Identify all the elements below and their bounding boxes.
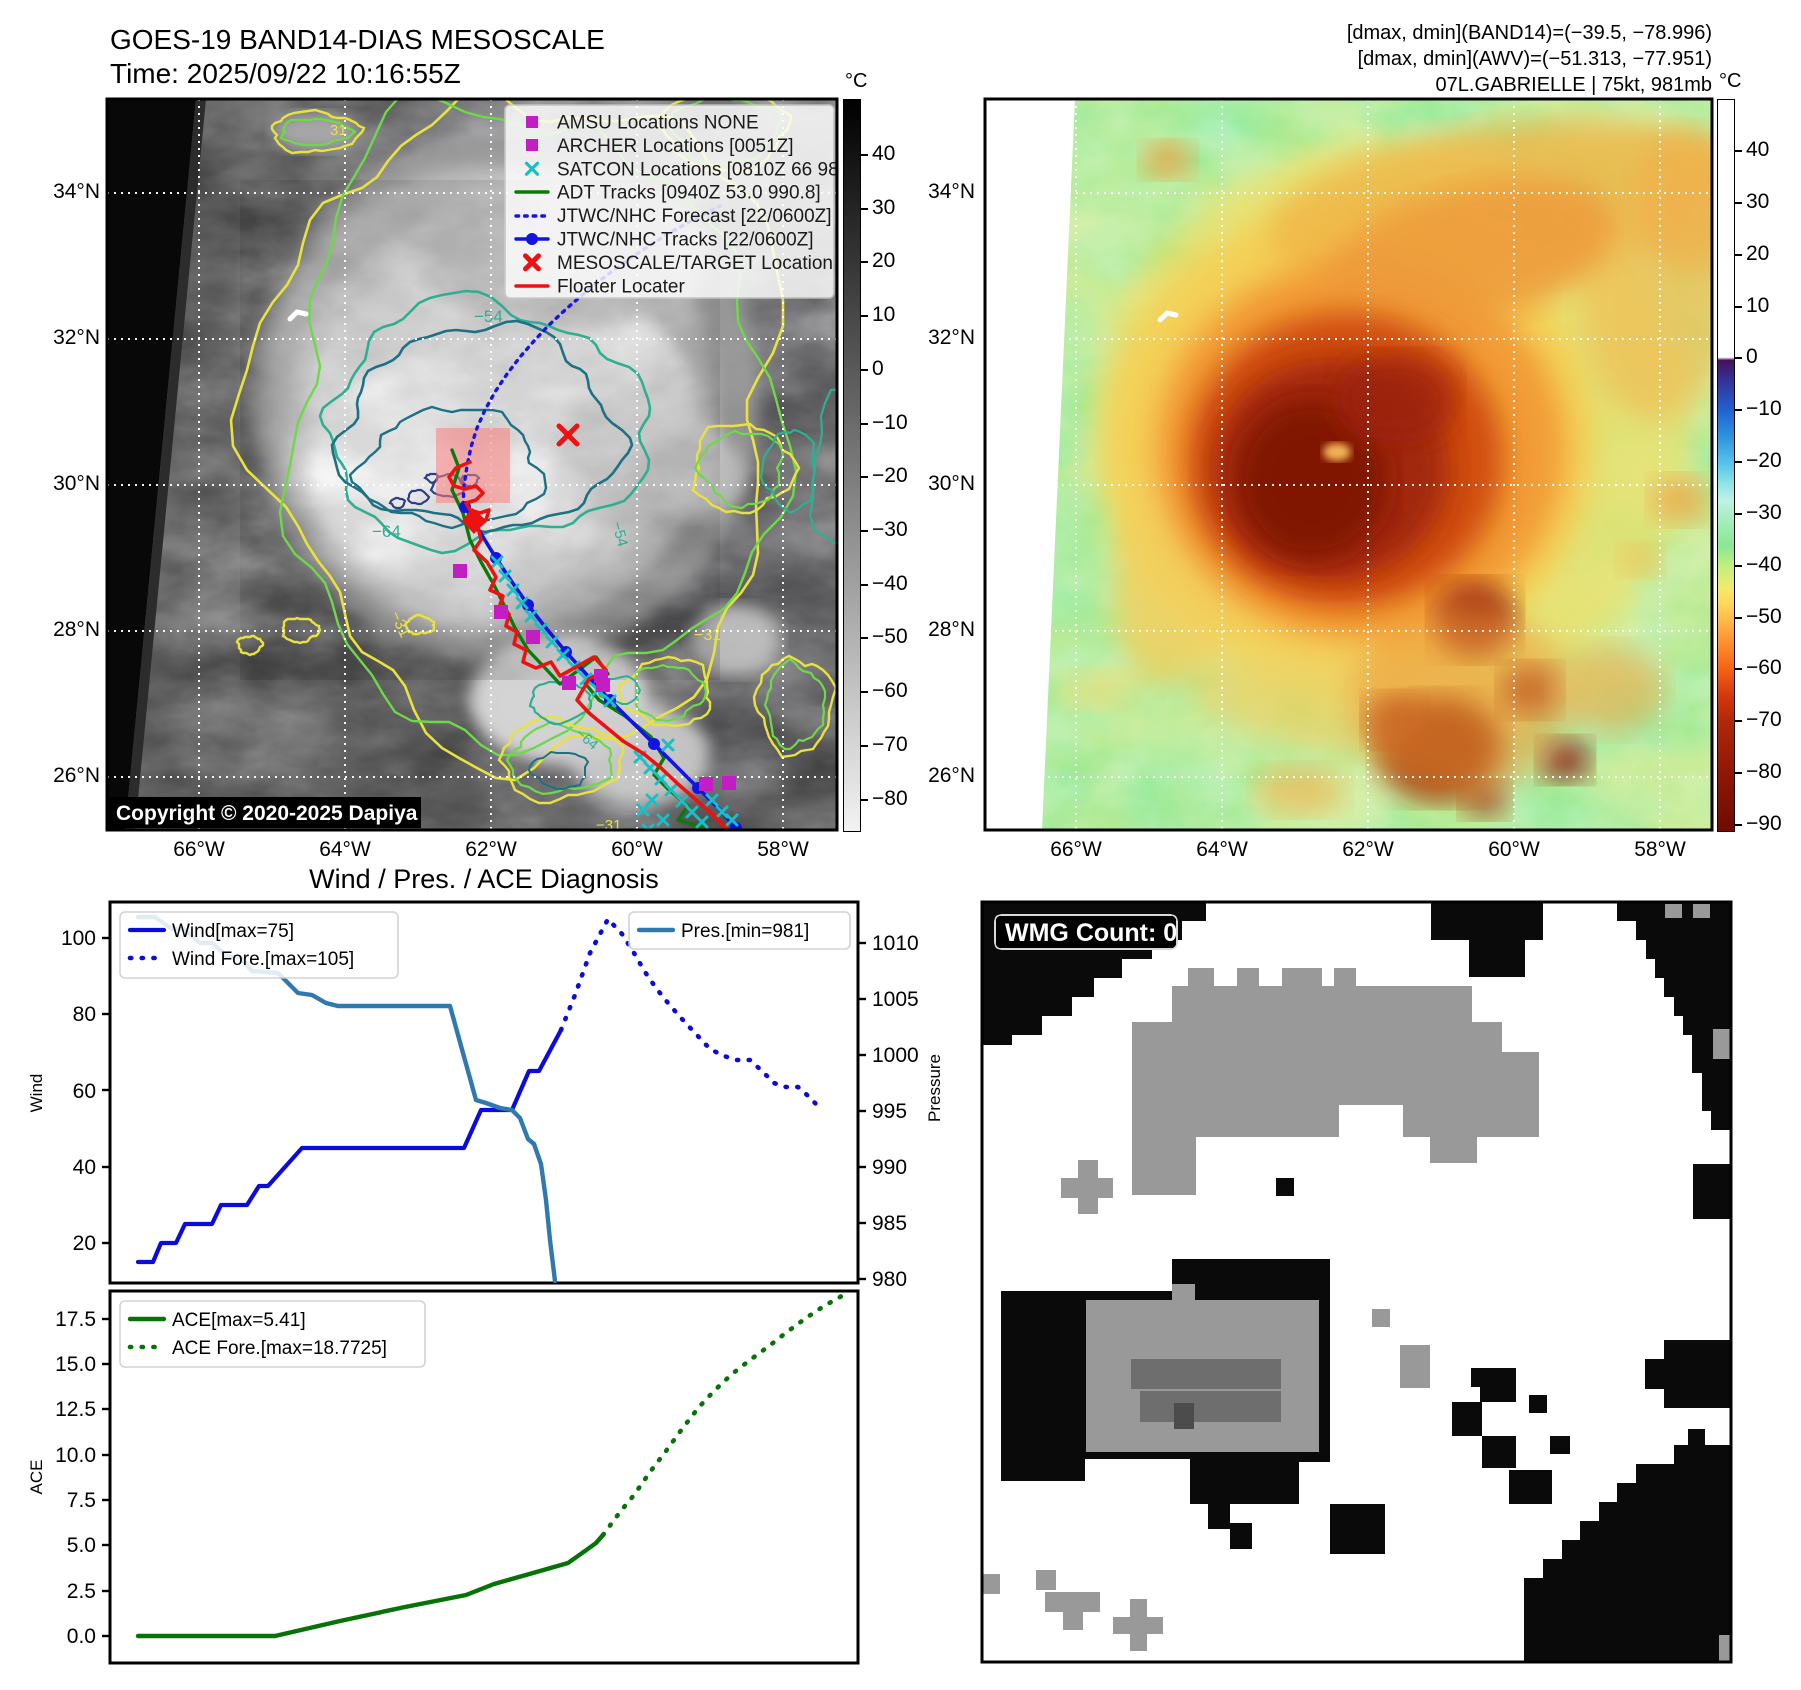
svg-text:−64: −64 xyxy=(372,522,401,541)
svg-text:Wind Fore.[max=105]: Wind Fore.[max=105] xyxy=(172,949,354,970)
svg-text:980: 980 xyxy=(872,1268,907,1291)
svg-text:−54: −54 xyxy=(474,307,503,326)
svg-text:−31: −31 xyxy=(694,627,721,644)
svg-text:WMG Count: 0: WMG Count: 0 xyxy=(1005,919,1177,947)
svg-text:Wind[max=75]: Wind[max=75] xyxy=(172,921,294,942)
svg-text:Pressure: Pressure xyxy=(925,1054,944,1122)
svg-text:SATCON Locations [0810Z 66 985: SATCON Locations [0810Z 66 985] xyxy=(557,159,854,180)
svg-text:ACE: ACE xyxy=(27,1460,46,1495)
svg-text:7.5: 7.5 xyxy=(67,1489,96,1512)
svg-text:100: 100 xyxy=(61,927,96,950)
svg-text:1005: 1005 xyxy=(872,988,919,1011)
svg-text:12.5: 12.5 xyxy=(55,1398,96,1421)
svg-text:985: 985 xyxy=(872,1212,907,1235)
svg-text:−54: −54 xyxy=(608,520,631,549)
svg-text:Wind: Wind xyxy=(27,1074,46,1113)
svg-text:31: 31 xyxy=(330,122,347,139)
svg-text:ADT Tracks [0940Z 53.0 990.8]: ADT Tracks [0940Z 53.0 990.8] xyxy=(557,183,821,204)
svg-text:Pres.[min=981]: Pres.[min=981] xyxy=(681,921,809,942)
svg-text:Floater Locater: Floater Locater xyxy=(557,276,685,297)
svg-text:15.0: 15.0 xyxy=(55,1353,96,1376)
svg-text:60: 60 xyxy=(73,1080,96,1103)
svg-text:AMSU Locations NONE: AMSU Locations NONE xyxy=(557,113,759,134)
svg-text:5.0: 5.0 xyxy=(67,1534,96,1557)
svg-text:ACE[max=5.41]: ACE[max=5.41] xyxy=(172,1310,306,1331)
svg-text:10.0: 10.0 xyxy=(55,1444,96,1467)
svg-text:ARCHER Locations [0051Z]: ARCHER Locations [0051Z] xyxy=(557,136,794,157)
svg-text:Copyright © 2020-2025 Dapiya: Copyright © 2020-2025 Dapiya xyxy=(116,802,418,825)
svg-text:995: 995 xyxy=(872,1100,907,1123)
svg-text:20: 20 xyxy=(73,1232,96,1255)
svg-text:1000: 1000 xyxy=(872,1044,919,1067)
svg-text:17.5: 17.5 xyxy=(55,1308,96,1331)
svg-text:−31: −31 xyxy=(596,817,621,834)
svg-text:JTWC/NHC Forecast [22/0600Z]: JTWC/NHC Forecast [22/0600Z] xyxy=(557,206,832,227)
svg-text:ACE Fore.[max=18.7725]: ACE Fore.[max=18.7725] xyxy=(172,1338,387,1359)
svg-text:40: 40 xyxy=(73,1156,96,1179)
svg-text:990: 990 xyxy=(872,1156,907,1179)
svg-text:MESOSCALE/TARGET Location: MESOSCALE/TARGET Location xyxy=(557,253,833,274)
svg-text:80: 80 xyxy=(73,1003,96,1026)
svg-text:1010: 1010 xyxy=(872,932,919,955)
svg-text:0.0: 0.0 xyxy=(67,1625,96,1648)
svg-text:JTWC/NHC Tracks [22/0600Z]: JTWC/NHC Tracks [22/0600Z] xyxy=(557,230,814,251)
svg-text:2.5: 2.5 xyxy=(67,1580,96,1603)
